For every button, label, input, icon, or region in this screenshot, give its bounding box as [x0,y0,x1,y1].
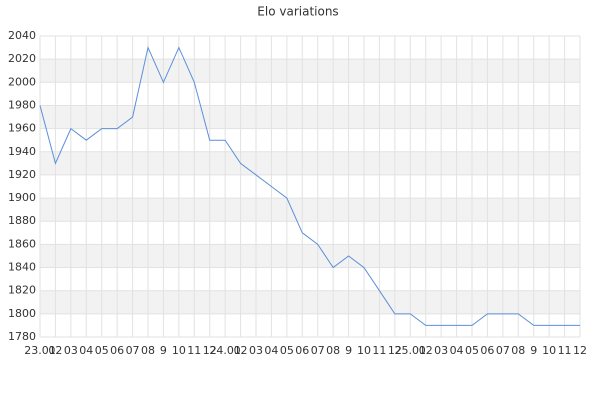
band [40,105,580,129]
x-tick-label: 07 [496,344,510,357]
x-tick-label: 04 [264,344,278,357]
y-tick-label: 1840 [8,261,36,274]
band [40,151,580,175]
x-tick-label: 03 [249,344,263,357]
y-tick-label: 1940 [8,145,36,158]
band [40,59,580,83]
x-tick-label: 25.01 [395,344,427,357]
x-tick-label: 11 [187,344,201,357]
band [40,244,580,268]
x-tick-label: 05 [280,344,294,357]
x-tick-label: 11 [372,344,386,357]
band [40,198,580,222]
y-tick-label: 1960 [8,122,36,135]
x-tick-label: 12 [573,344,587,357]
x-tick-label: 23.01 [24,344,56,357]
x-tick-label: 05 [95,344,109,357]
x-tick-label: 07 [311,344,325,357]
x-tick-label: 11 [558,344,572,357]
y-tick-label: 1860 [8,237,36,250]
x-tick-label: 02 [419,344,433,357]
x-tick-label: 03 [434,344,448,357]
x-tick-label: 08 [326,344,340,357]
line [39,45,580,326]
x-tick-label: 04 [450,344,464,357]
band [40,290,580,314]
x-tick-label: 06 [110,344,124,357]
x-tick-label: 02 [234,344,248,357]
x-tick-label: 10 [172,344,186,357]
x-tick-label: 12 [203,344,217,357]
x-tick-label: 10 [542,344,556,357]
x-tick-label: 08 [511,344,525,357]
chart-title: Elo variations [257,5,338,19]
x-tick-label: 9 [345,344,352,357]
x-tick-label: 08 [141,344,155,357]
x-tick-label: 07 [126,344,140,357]
y-tick-label: 1920 [8,168,36,181]
x-tick-label: 9 [160,344,167,357]
x-tick-label: 05 [465,344,479,357]
y-tick-label: 1820 [8,284,36,297]
y-tick-label: 1980 [8,98,36,111]
x-tick-label: 9 [530,344,537,357]
x-tick-label: 12 [388,344,402,357]
y-tick-label: 1900 [8,191,36,204]
y-tick-label: 1880 [8,214,36,227]
x-tick-label: 06 [295,344,309,357]
x-tick-label: 10 [357,344,371,357]
x-tick-label: 06 [480,344,494,357]
x-tick-label: 24.01 [209,344,241,357]
x-tick-label: 02 [48,344,62,357]
y-tick-label: 1800 [8,307,36,320]
x-tick-label: 04 [79,344,93,357]
x-tick-label: 03 [64,344,78,357]
y-tick-label: 2040 [8,29,36,42]
y-tick-label: 1780 [8,330,36,343]
y-tick-label: 2020 [8,52,36,65]
y-tick-label: 2000 [8,75,36,88]
